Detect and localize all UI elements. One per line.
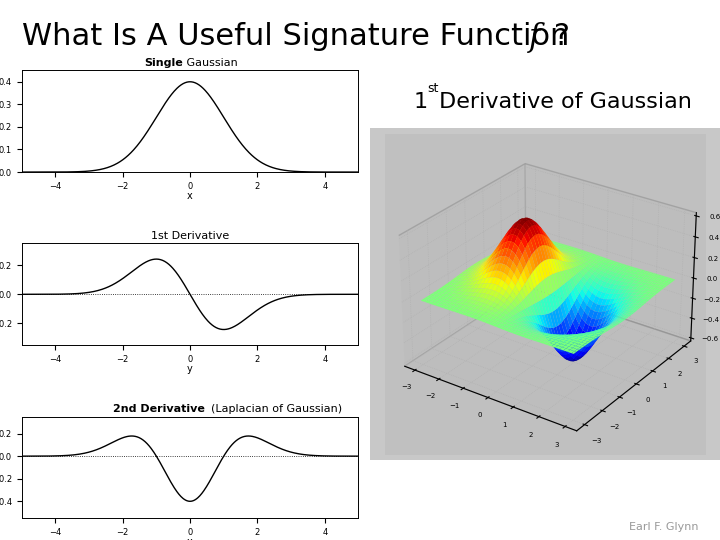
X-axis label: y: y [187, 364, 193, 374]
X-axis label: x: x [187, 191, 193, 201]
Text: (Laplacian of Gaussian): (Laplacian of Gaussian) [204, 404, 343, 414]
Text: 1: 1 [414, 92, 428, 112]
Text: Earl F. Glynn: Earl F. Glynn [629, 522, 698, 532]
X-axis label: x: x [187, 537, 193, 540]
Text: Derivative of Gaussian: Derivative of Gaussian [432, 92, 692, 112]
Text: ?: ? [544, 22, 570, 51]
Text: What Is A Useful Signature Function: What Is A Useful Signature Function [22, 22, 579, 51]
Text: Single: Single [144, 58, 183, 68]
Text: f: f [529, 22, 541, 52]
Text: 2nd Derivative: 2nd Derivative [112, 404, 204, 414]
Text: 1st Derivative: 1st Derivative [151, 231, 229, 241]
Text: st: st [427, 82, 438, 95]
Text: Gaussian: Gaussian [183, 58, 238, 68]
